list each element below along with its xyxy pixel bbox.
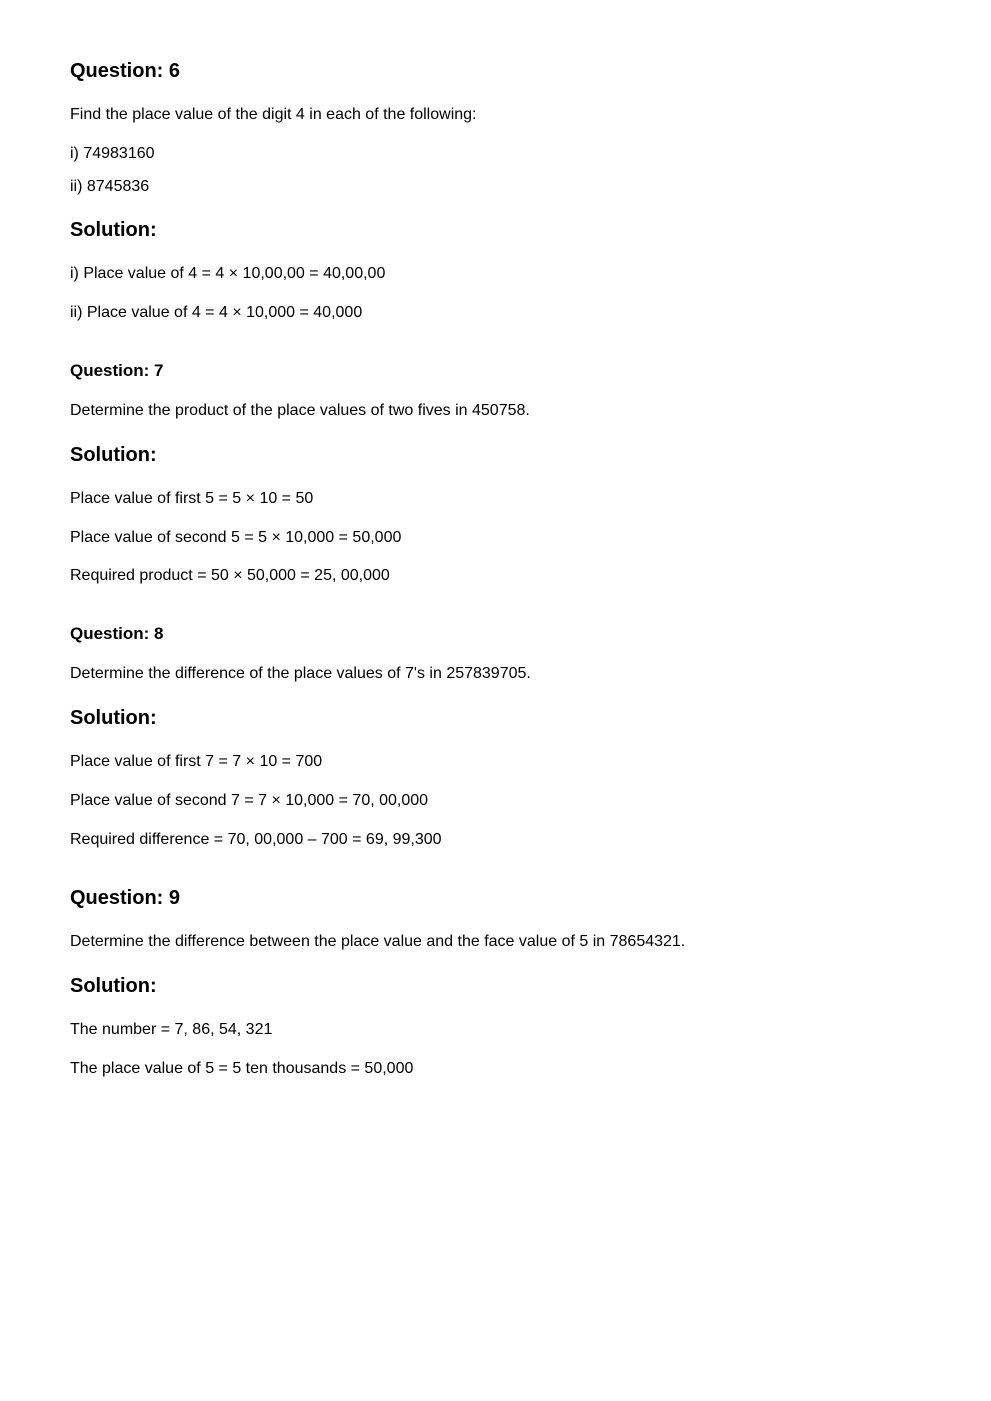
- question-8-solution-2: Place value of second 7 = 7 × 10,000 = 7…: [70, 789, 921, 814]
- question-6-solution-2: ii) Place value of 4 = 4 × 10,000 = 40,0…: [70, 301, 921, 326]
- question-7-solution-title: Solution:: [70, 444, 921, 467]
- question-6-item-2: ii) 8745836: [70, 175, 921, 200]
- question-8-prompt: Determine the difference of the place va…: [70, 662, 921, 687]
- question-7-prompt: Determine the product of the place value…: [70, 399, 921, 424]
- question-8-solution-title: Solution:: [70, 707, 921, 730]
- question-9-solution-title: Solution:: [70, 975, 921, 998]
- question-8-solution-1: Place value of first 7 = 7 × 10 = 700: [70, 750, 921, 775]
- question-7-solution-3: Required product = 50 × 50,000 = 25, 00,…: [70, 564, 921, 589]
- question-6-title: Question: 6: [70, 60, 921, 83]
- question-6-solution-1: i) Place value of 4 = 4 × 10,00,00 = 40,…: [70, 262, 921, 287]
- question-7-solution-2: Place value of second 5 = 5 × 10,000 = 5…: [70, 526, 921, 551]
- question-9-solution-1: The number = 7, 86, 54, 321: [70, 1018, 921, 1043]
- question-8-solution-3: Required difference = 70, 00,000 – 700 =…: [70, 828, 921, 853]
- question-6-item-1: i) 74983160: [70, 142, 921, 167]
- question-6-prompt: Find the place value of the digit 4 in e…: [70, 103, 921, 128]
- question-8-title: Question: 8: [70, 624, 921, 644]
- question-7-solution-1: Place value of first 5 = 5 × 10 = 50: [70, 487, 921, 512]
- question-9-prompt: Determine the difference between the pla…: [70, 930, 921, 955]
- question-7-title: Question: 7: [70, 361, 921, 381]
- question-9-solution-2: The place value of 5 = 5 ten thousands =…: [70, 1057, 921, 1082]
- question-6-solution-title: Solution:: [70, 219, 921, 242]
- question-9-title: Question: 9: [70, 887, 921, 910]
